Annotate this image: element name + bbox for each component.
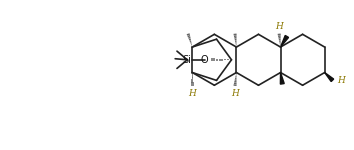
Polygon shape — [280, 72, 284, 84]
Text: H: H — [188, 89, 196, 98]
Text: O: O — [201, 55, 209, 65]
Text: Si: Si — [183, 55, 192, 65]
Text: H: H — [231, 89, 239, 98]
Polygon shape — [280, 35, 289, 47]
Text: H: H — [275, 22, 283, 31]
Text: H: H — [337, 76, 345, 85]
Polygon shape — [325, 72, 334, 82]
